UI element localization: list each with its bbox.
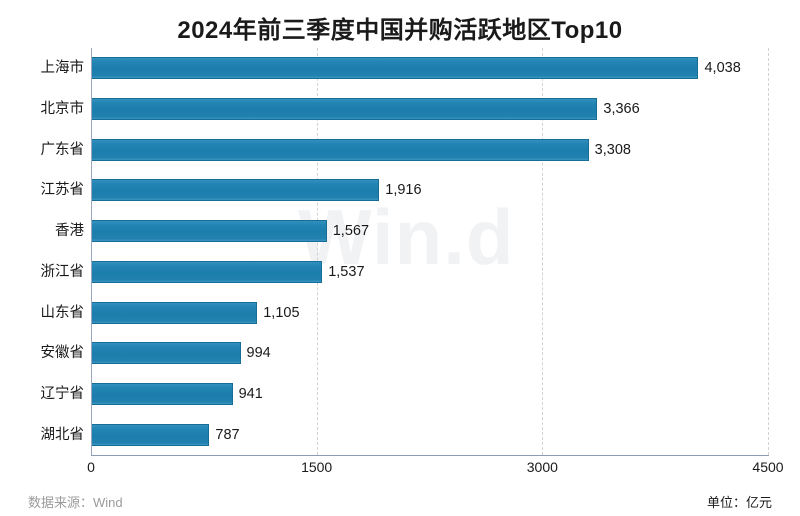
y-axis-category-labels: 上海市北京市广东省江苏省香港浙江省山东省安徽省辽宁省湖北省 bbox=[0, 48, 85, 455]
bar-value-label: 994 bbox=[246, 345, 271, 362]
bar[interactable] bbox=[91, 423, 210, 446]
watermark-text: Win.d bbox=[298, 193, 515, 281]
bar[interactable] bbox=[91, 301, 258, 324]
bar-value-label: 1,916 bbox=[385, 182, 422, 199]
y-axis-label: 北京市 bbox=[40, 101, 85, 118]
bar[interactable] bbox=[91, 138, 589, 161]
y-axis-label: 山东省 bbox=[40, 304, 85, 321]
bar[interactable] bbox=[91, 179, 380, 202]
bar-value-label: 787 bbox=[215, 426, 240, 443]
bar-row: 787 bbox=[91, 423, 768, 446]
y-axis-label: 香港 bbox=[55, 223, 84, 240]
y-axis-label: 浙江省 bbox=[40, 263, 85, 280]
bar-value-label: 941 bbox=[238, 385, 263, 402]
bar-row: 941 bbox=[91, 382, 768, 405]
bar-row: 1,105 bbox=[91, 301, 768, 324]
x-axis-tick: 1500 bbox=[301, 459, 333, 475]
y-axis-label: 安徽省 bbox=[40, 345, 85, 362]
x-axis-tick: 0 bbox=[87, 459, 95, 475]
bar-row: 3,366 bbox=[91, 98, 768, 121]
y-axis-label: 湖北省 bbox=[40, 426, 85, 443]
bar[interactable] bbox=[91, 98, 598, 121]
bar-row: 1,567 bbox=[91, 220, 768, 243]
y-axis-label: 广东省 bbox=[40, 141, 85, 158]
gridline-3000 bbox=[542, 48, 544, 455]
x-axis-tick-labels: 0 1500 3000 4500 bbox=[0, 459, 800, 483]
bar-value-label: 3,308 bbox=[594, 141, 631, 158]
bar[interactable] bbox=[91, 220, 327, 243]
source-note: 数据来源：Wind bbox=[28, 495, 123, 510]
x-axis-tick: 3000 bbox=[526, 459, 558, 475]
bar[interactable] bbox=[91, 342, 241, 365]
bar-value-label: 1,537 bbox=[328, 263, 365, 280]
bar-value-label: 3,366 bbox=[603, 101, 640, 118]
bar-row: 4,038 bbox=[91, 57, 768, 80]
bar-row: 994 bbox=[91, 342, 768, 365]
plot-area: 4,038 3,366 3,308 1,916 1,567 1,537 1,105 994 94… bbox=[91, 48, 768, 455]
gridline-4500 bbox=[768, 48, 769, 455]
bar[interactable] bbox=[91, 260, 323, 283]
bar-row: 1,916 bbox=[91, 179, 768, 202]
bar-value-label: 1,567 bbox=[332, 223, 370, 240]
bar-value-label: 4,038 bbox=[704, 60, 741, 77]
y-axis-line bbox=[91, 48, 92, 456]
y-axis-label: 上海市 bbox=[40, 60, 85, 77]
x-axis-tick: 4500 bbox=[752, 459, 784, 475]
gridline-1500 bbox=[316, 48, 318, 455]
y-axis-label: 江苏省 bbox=[40, 182, 85, 199]
unit-note: 单位：亿元 bbox=[706, 495, 772, 510]
chart-title: 2024年前三季度中国并购活跃地区Top10 bbox=[177, 17, 623, 44]
bar-row: 3,308 bbox=[91, 138, 768, 161]
bar-value-label: 1,105 bbox=[263, 304, 300, 321]
bar[interactable] bbox=[91, 382, 233, 405]
y-axis-label: 辽宁省 bbox=[40, 385, 85, 402]
x-axis-line bbox=[91, 455, 769, 456]
bar-row: 1,537 bbox=[91, 260, 768, 283]
bar[interactable] bbox=[91, 57, 699, 80]
